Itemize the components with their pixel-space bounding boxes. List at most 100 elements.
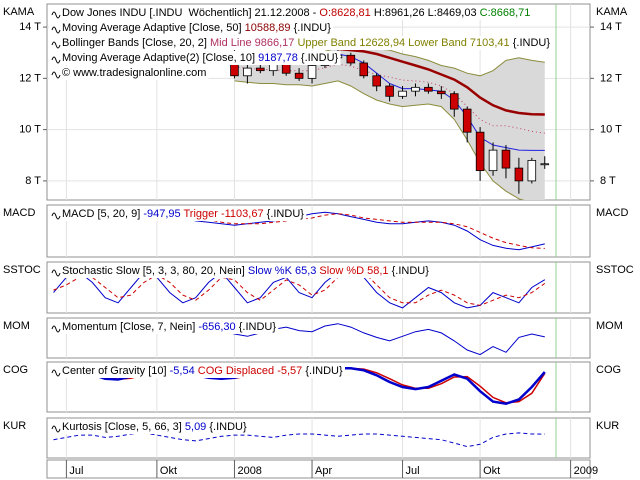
legend-text: © www.tradesignalonline.com bbox=[62, 67, 206, 79]
legend-bg bbox=[49, 207, 307, 221]
panel: KAMA KAMA 8 T 8 T 10 T 10 T 12 T 12 T 14 T 14 T Do… bbox=[3, 3, 628, 201]
legend-item: Upper Band 12628,94 Lower Band 7103,41 bbox=[294, 37, 509, 49]
panel-label: KUR bbox=[596, 420, 619, 432]
legend-item: {.INDU} bbox=[510, 37, 551, 49]
panel-label: COG bbox=[596, 364, 621, 376]
candle-body bbox=[437, 90, 446, 95]
candle-body bbox=[307, 65, 317, 79]
legend-item: H:8961,26 L:8469,03 bbox=[371, 7, 480, 19]
legend-item: Slow %D 58,1 bbox=[316, 265, 388, 277]
legend-item: {.INDU} bbox=[236, 321, 277, 333]
legend-icon bbox=[51, 56, 61, 64]
candle-body bbox=[359, 62, 369, 77]
x-tick-label: Okt bbox=[483, 465, 500, 477]
legend-item: Dow Jones INDU [.INDU Wöchentlich] 21.12… bbox=[62, 7, 319, 19]
band-fill bbox=[234, 46, 545, 200]
candle-body bbox=[527, 159, 537, 182]
legend-text: Kurtosis [Close, 5, 66, 3] 5,09 {.INDU} bbox=[62, 421, 247, 433]
legend-item: {.INDU} bbox=[389, 265, 430, 277]
x-tick-label: Jul bbox=[69, 465, 83, 477]
panel-label: COG bbox=[3, 364, 28, 376]
candle-body bbox=[372, 75, 381, 87]
y-tick-label: 14 T bbox=[19, 21, 41, 33]
legend-item: -5,54 bbox=[170, 365, 195, 377]
panel-label: SSTOC bbox=[596, 264, 634, 276]
legend-text: Dow Jones INDU [.INDU Wöchentlich] 21.12… bbox=[62, 7, 530, 19]
y-tick-label: 8 T bbox=[25, 175, 41, 187]
y-tick-label: 10 T bbox=[600, 124, 622, 136]
candle-body bbox=[462, 108, 472, 133]
legend-bg bbox=[49, 364, 345, 378]
plot-area bbox=[53, 418, 572, 458]
legend-bg bbox=[49, 36, 553, 50]
x-axis: Jul Okt 2008 Apr Jul Okt 2009 bbox=[46, 459, 598, 479]
panel: KUR KUR Kurtosis [Close, 5, 66, 3] 5,09 {.… bbox=[3, 417, 619, 459]
candle-body bbox=[540, 163, 550, 166]
x-tick-label: Okt bbox=[160, 465, 177, 477]
legend-text: MACD [5, 20, 9] -947,95 Trigger -1103,67… bbox=[62, 208, 304, 220]
legend-item: {.INDU} bbox=[291, 22, 332, 34]
legend-item: {.INDU} bbox=[298, 52, 339, 64]
legend-item: 5,09 bbox=[185, 421, 206, 433]
legend-icon bbox=[51, 41, 61, 49]
panel-label: SSTOC bbox=[3, 264, 41, 276]
legend-item: Mid Line 9866,17 bbox=[210, 37, 294, 49]
panel: COG COG Center of Gravity [10] -5,54 COG D… bbox=[3, 361, 621, 413]
legend-bg bbox=[49, 21, 334, 35]
panel-label: MOM bbox=[596, 320, 623, 332]
legend-icon bbox=[51, 325, 61, 333]
x-tick-label: 2008 bbox=[237, 465, 261, 477]
legend-item: COG Displaced -5,57 bbox=[195, 365, 303, 377]
candle-body bbox=[488, 149, 498, 172]
band-lower bbox=[234, 80, 525, 200]
legend-bg bbox=[49, 51, 341, 65]
legend-icon bbox=[51, 369, 61, 377]
legend-text: Center of Gravity [10] -5,54 COG Displac… bbox=[62, 365, 343, 377]
panel: MACD MACD MACD [5, 20, 9] -947,95 Trigger … bbox=[3, 204, 628, 258]
panel-label: KAMA bbox=[3, 6, 35, 18]
legend-item: C:8668,71 bbox=[480, 7, 531, 19]
band-mid bbox=[234, 63, 545, 134]
candle-body bbox=[411, 86, 420, 92]
candle-body bbox=[424, 86, 433, 92]
legend-item: MACD [5, 20, 9] bbox=[62, 208, 143, 220]
legend-icon bbox=[51, 26, 61, 34]
panel-label: KAMA bbox=[596, 6, 628, 18]
y-tick-label: 14 T bbox=[600, 21, 622, 33]
legend-text: Bollinger Bands [Close, 20, 2] Mid Line … bbox=[62, 37, 550, 49]
legend-item: Trigger -1103,67 bbox=[181, 208, 264, 220]
legend-item: Bollinger Bands [Close, 20, 2] bbox=[62, 37, 210, 49]
legend-item: -656,30 bbox=[198, 321, 235, 333]
y-tick-label: 12 T bbox=[600, 72, 622, 84]
panel-label: KUR bbox=[3, 420, 26, 432]
legend-item: Stochastic Slow [5, 3, 3, 80, 20, Nein] bbox=[62, 265, 248, 277]
legend-item: Center of Gravity [10] bbox=[62, 365, 170, 377]
x-tick-label: 2009 bbox=[574, 465, 598, 477]
candle-body bbox=[398, 90, 407, 97]
candle-body bbox=[256, 67, 265, 72]
y-tick-label: 12 T bbox=[19, 72, 41, 84]
panel: SSTOC SSTOC Stochastic Slow [5, 3, 3, 80, … bbox=[3, 261, 634, 314]
candle-body bbox=[514, 167, 524, 182]
legend-item: 10588,89 bbox=[245, 22, 291, 34]
indicator-line bbox=[53, 432, 545, 448]
legend-item: Slow %K 65,3 bbox=[248, 265, 316, 277]
plot-area bbox=[53, 262, 572, 313]
legend-icon bbox=[51, 11, 61, 19]
legend-icon bbox=[51, 71, 61, 79]
legend-item: 9187,78 bbox=[258, 52, 298, 64]
legend-item: Momentum [Close, 7, Nein] bbox=[62, 321, 198, 333]
legend-item: Moving Average Adaptive(2) [Close, 10] bbox=[62, 52, 258, 64]
x-tick-label: Jul bbox=[406, 465, 420, 477]
moving-average bbox=[337, 47, 545, 116]
legend-item: {.INDU} bbox=[264, 208, 305, 220]
x-axis-frame bbox=[46, 459, 591, 479]
legend-text: Moving Average Adaptive(2) [Close, 10] 9… bbox=[62, 52, 339, 64]
legend-text: Stochastic Slow [5, 3, 3, 80, 20, Nein] … bbox=[62, 265, 429, 277]
legend-item: {.INDU} bbox=[302, 365, 343, 377]
legend-item: © www.tradesignalonline.com bbox=[62, 67, 206, 79]
legend-bg bbox=[49, 6, 533, 20]
legend-bg bbox=[49, 264, 432, 278]
candle-body bbox=[346, 54, 356, 64]
